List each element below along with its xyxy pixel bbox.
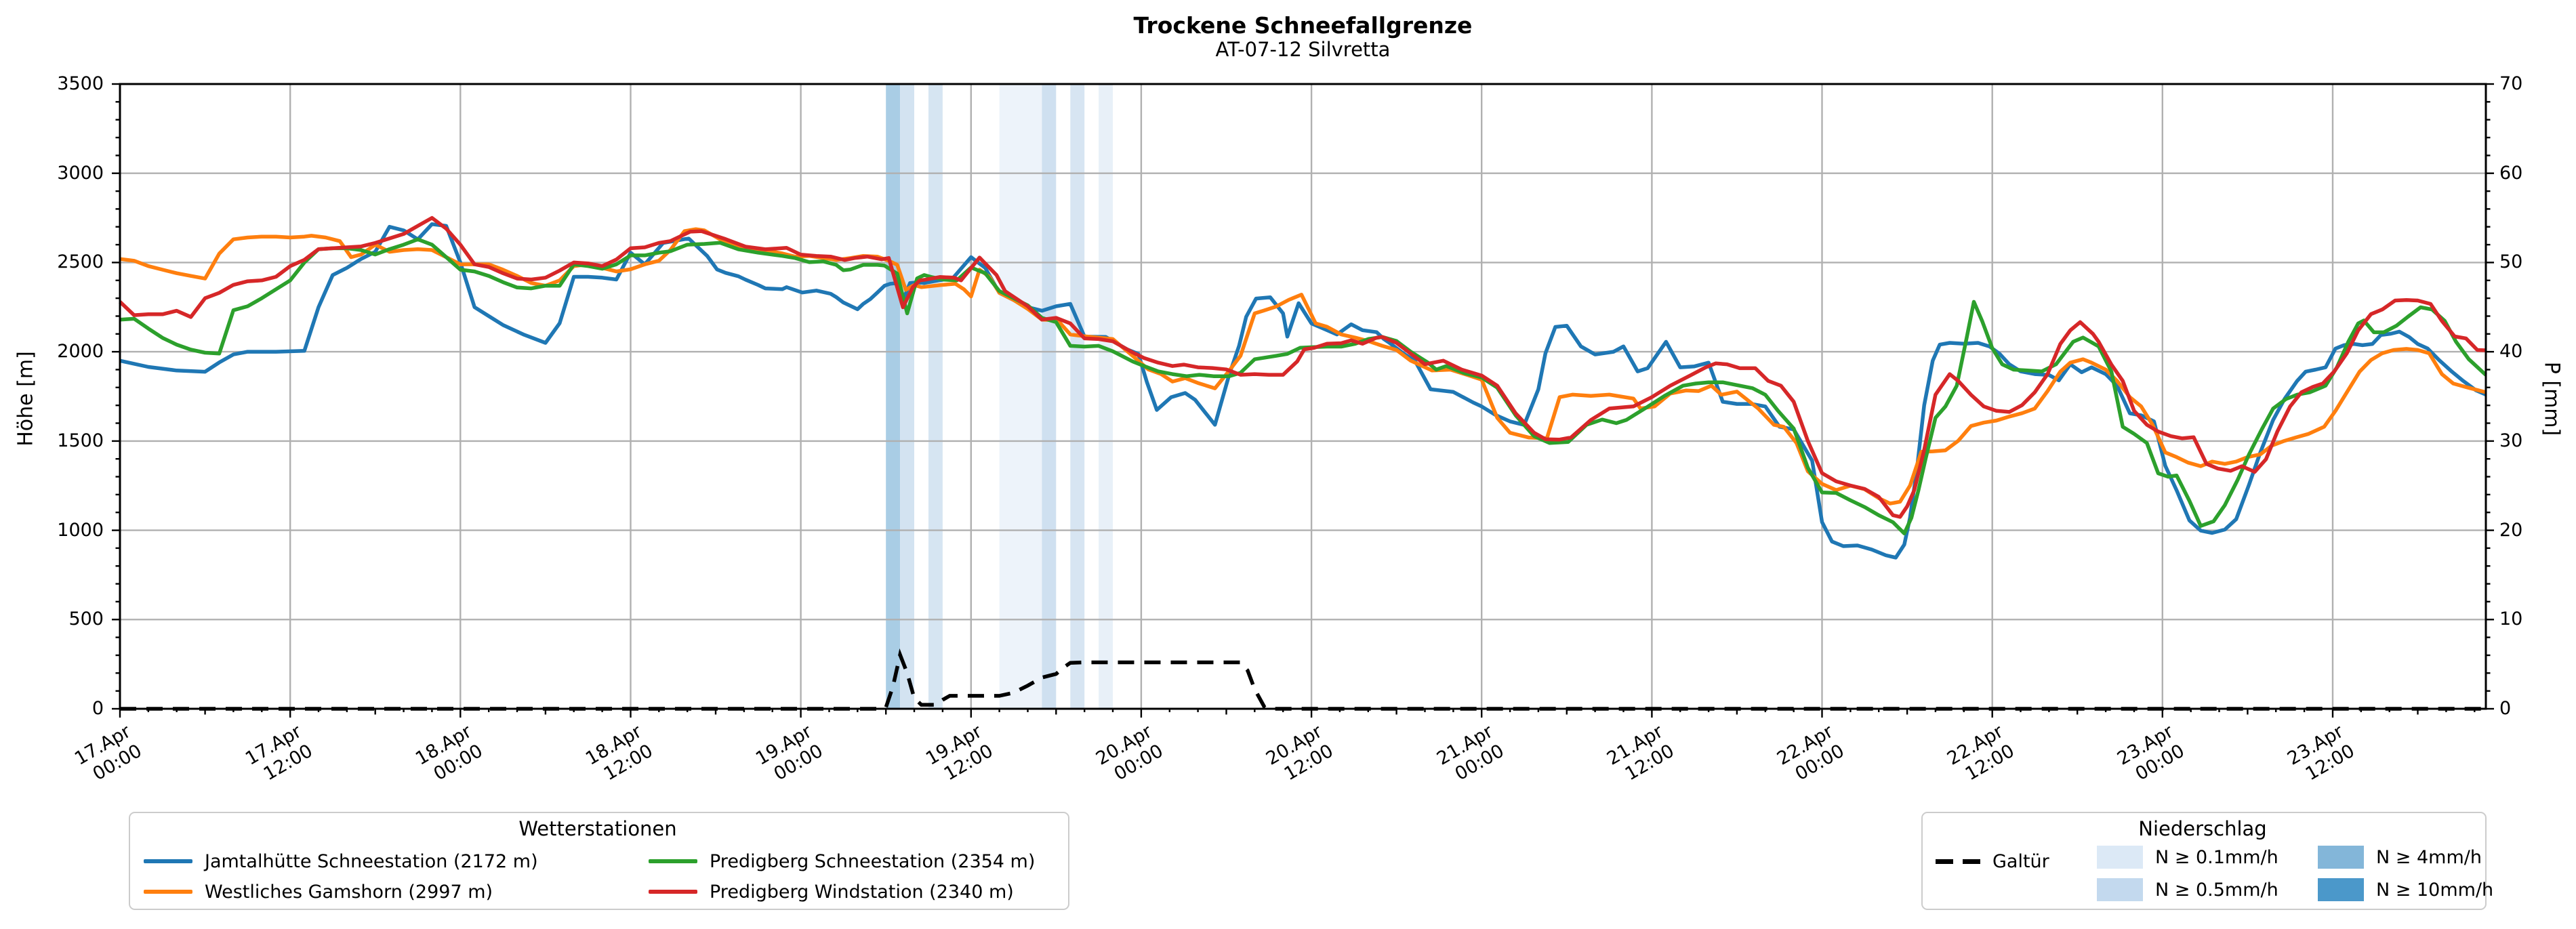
y-tick-label-right: 0 [2499,698,2512,719]
legend-item-precip-05: N ≥ 0.5mm/h [2097,877,2278,903]
legend-item-precip-01: N ≥ 0.1mm/h [2097,844,2278,870]
line-sample-blue-icon [144,859,192,863]
legend-item-predigberg-wind: Predigberg Windstation (2340 m) [649,879,1014,905]
y-tick-label-left: 3000 [57,162,104,184]
y-tick-label-left: 0 [91,698,104,719]
legend-item-label: N ≥ 4mm/h [2376,846,2482,868]
legend-item-label: Jamtalhütte Schneestation (2172 m) [205,850,538,872]
legend-precip-title: Niederschlag [2138,817,2267,840]
legend-item-jamtalhuette: Jamtalhütte Schneestation (2172 m) [144,848,538,874]
precip-band [900,84,914,709]
legend-stations-box [129,812,1069,910]
chart-title: Trockene Schneefallgrenze [1133,12,1473,39]
y-axis-label-right: P [mm] [2539,361,2564,436]
precip-band [1042,84,1057,709]
precip-patch-4-icon [2318,846,2364,869]
y-tick-label-right: 60 [2499,162,2523,184]
precip-band [1070,84,1085,709]
legend-item-precip-4: N ≥ 4mm/h [2318,844,2482,870]
chart-subtitle: AT-07-12 Silvretta [1215,38,1391,61]
galtuer-line [120,648,2486,711]
legend-stations-title: Wetterstationen [518,817,677,840]
precip-band [999,84,1042,709]
precip-patch-10-icon [2318,878,2364,901]
series-line [119,237,2487,536]
y-axis-label-left: Höhe [m] [14,351,38,447]
legend-item-predigberg-schnee: Predigberg Schneestation (2354 m) [649,848,1035,874]
line-sample-red-icon [649,890,697,894]
series-line [119,215,2487,519]
y-tick-label-right: 50 [2499,251,2523,273]
y-tick-label-right: 70 [2499,73,2523,94]
line-sample-green-icon [649,859,697,863]
y-tick-label-left: 2500 [57,251,104,273]
precip-patch-01-icon [2097,846,2143,869]
precip-band [928,84,943,709]
legend-item-label: Westliches Gamshorn (2997 m) [205,881,493,903]
legend-item-label: N ≥ 10mm/h [2376,879,2494,901]
y-tick-label-left: 2000 [57,341,104,363]
legend-item-label: Galtür [1992,850,2049,872]
y-tick-label-right: 40 [2499,341,2523,363]
legend-precip-box [1921,812,2487,910]
legend-item-label: Predigberg Schneestation (2354 m) [710,850,1036,872]
precip-band [886,84,901,709]
legend-item-gamshorn: Westliches Gamshorn (2997 m) [144,879,493,905]
plot-frame [119,83,2487,710]
y-tick-label-right: 20 [2499,519,2523,541]
legend-item-label: N ≥ 0.5mm/h [2155,879,2278,901]
series-line [119,222,2487,560]
precip-patch-05-icon [2097,878,2143,901]
y-tick-label-left: 1500 [57,430,104,451]
y-tick-label-right: 10 [2499,608,2523,630]
legend-item-precip-10: N ≥ 10mm/h [2318,877,2493,903]
legend-item-label: Predigberg Windstation (2340 m) [710,881,1014,903]
precip-band [1099,84,1113,709]
y-tick-label-left: 500 [68,608,104,630]
legend-item-label: N ≥ 0.1mm/h [2155,846,2278,868]
y-tick-label-right: 30 [2499,430,2523,451]
legend-item-galtuer: Galtür [1936,848,2049,874]
dashed-line-sample-icon [1936,859,1980,864]
y-tick-label-left: 1000 [57,519,104,541]
y-tick-label-left: 3500 [57,73,104,94]
line-sample-orange-icon [144,890,192,894]
